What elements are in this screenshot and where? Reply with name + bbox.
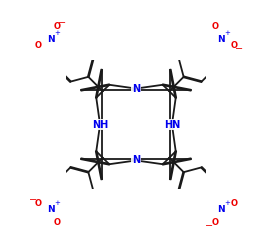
Text: +: + bbox=[54, 30, 60, 36]
Text: N: N bbox=[132, 155, 140, 165]
Text: O: O bbox=[35, 199, 42, 208]
Text: −: − bbox=[205, 221, 214, 231]
Text: N: N bbox=[132, 84, 140, 94]
Text: N: N bbox=[47, 35, 55, 44]
Text: NH: NH bbox=[92, 120, 108, 129]
Text: +: + bbox=[224, 30, 230, 36]
Text: O: O bbox=[212, 218, 218, 227]
Text: O: O bbox=[54, 22, 60, 31]
Text: O: O bbox=[212, 22, 218, 31]
Text: −: − bbox=[58, 18, 67, 28]
Text: O: O bbox=[230, 41, 237, 50]
Text: N: N bbox=[217, 205, 225, 214]
Text: N: N bbox=[217, 35, 225, 44]
Text: O: O bbox=[54, 218, 60, 227]
Text: O: O bbox=[230, 199, 237, 208]
Text: −: − bbox=[235, 44, 243, 54]
Text: +: + bbox=[54, 200, 60, 206]
Text: −: − bbox=[29, 195, 37, 205]
Text: N: N bbox=[47, 205, 55, 214]
Text: HN: HN bbox=[164, 120, 180, 129]
Text: +: + bbox=[224, 200, 230, 206]
Text: O: O bbox=[35, 41, 42, 50]
